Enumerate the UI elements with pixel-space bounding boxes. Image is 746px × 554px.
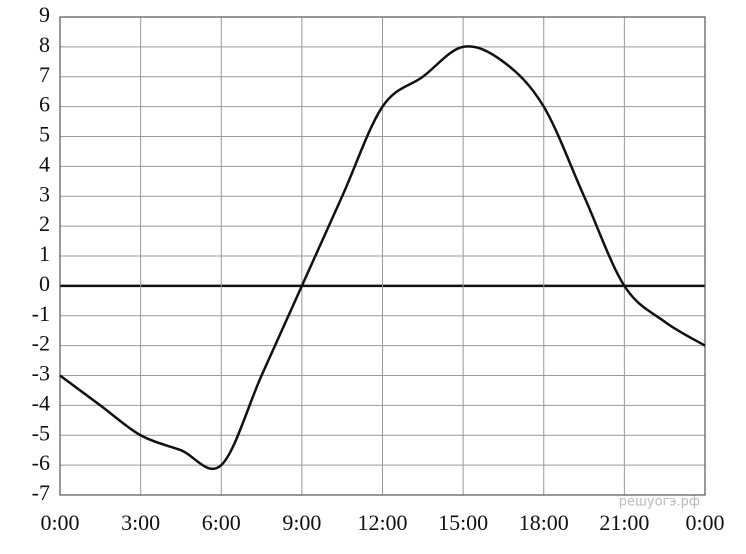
y-tick-label: -7 [32, 480, 50, 505]
x-tick-label: 18:00 [519, 510, 569, 535]
y-tick-label: 4 [39, 151, 50, 176]
y-tick-label: 9 [39, 2, 50, 27]
y-tick-label: -5 [32, 420, 50, 445]
x-tick-label: 21:00 [599, 510, 649, 535]
y-tick-label: 8 [39, 32, 50, 57]
data-line [59, 45, 706, 470]
x-tick-label: 12:00 [357, 510, 407, 535]
y-tick-label: -3 [32, 361, 50, 386]
x-tick-label: 6:00 [202, 510, 241, 535]
y-tick-label: 7 [39, 62, 50, 87]
y-tick-label: 6 [39, 92, 50, 117]
x-tick-label: 15:00 [438, 510, 488, 535]
y-tick-label: -2 [32, 331, 50, 356]
y-tick-label: 5 [39, 122, 50, 147]
x-tick-label: 0:00 [685, 510, 724, 535]
watermark: решуогэ.рф [619, 495, 700, 510]
y-tick-label: -1 [32, 301, 50, 326]
x-tick-label: 3:00 [121, 510, 160, 535]
plot-frame [59, 16, 706, 496]
y-tick-label: 1 [39, 241, 50, 266]
y-tick-label: 3 [39, 181, 50, 206]
x-tick-label: 9:00 [282, 510, 321, 535]
y-tick-label: -6 [32, 450, 50, 475]
x-tick-label: 0:00 [40, 510, 79, 535]
y-tick-label: 0 [39, 271, 50, 296]
y-tick-label: 2 [39, 211, 50, 236]
y-tick-label: -4 [32, 390, 50, 415]
